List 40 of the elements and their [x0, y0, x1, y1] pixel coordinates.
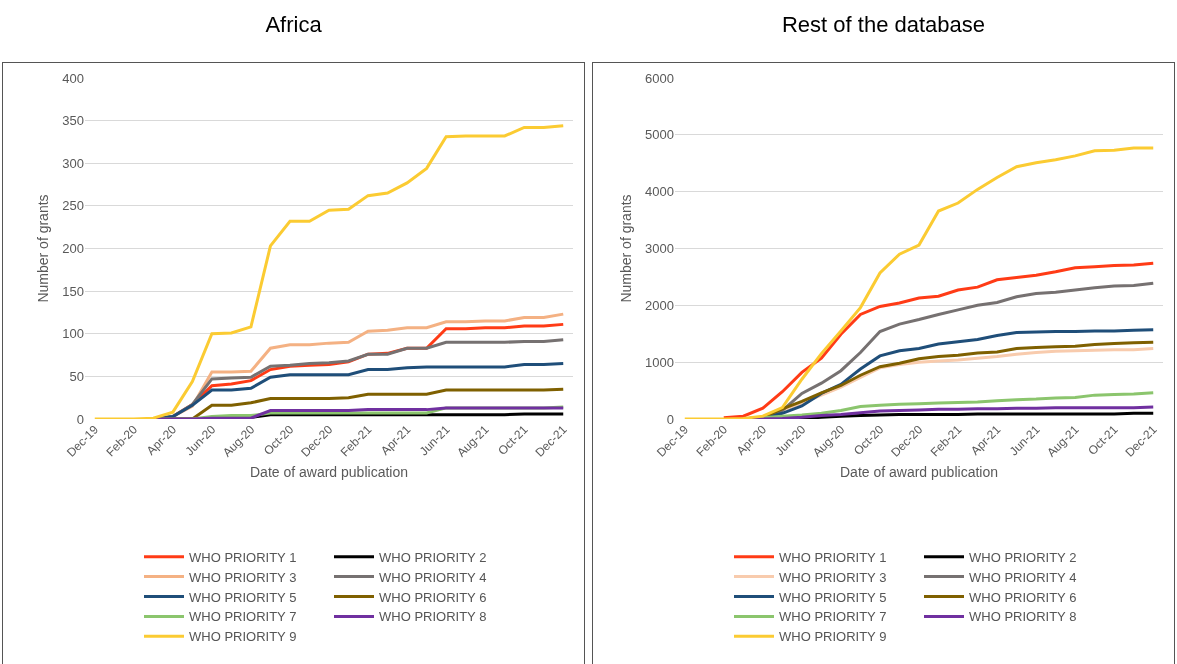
legend-label: WHO PRIORITY 2 [379, 549, 487, 565]
y-tick-label: 5000 [645, 127, 674, 143]
y-tick-label: 2000 [645, 297, 674, 313]
legend-label: WHO PRIORITY 6 [379, 589, 487, 605]
legend-label: WHO PRIORITY 1 [779, 549, 887, 565]
legend-label: WHO PRIORITY 4 [969, 569, 1077, 585]
y-tick-label: 50 [69, 368, 84, 384]
y-tick-label: 3000 [645, 241, 674, 257]
y-tick-label: 4000 [645, 184, 674, 200]
y-axis-title: Number of grants [34, 194, 51, 303]
y-tick-label: 100 [62, 326, 84, 342]
x-axis-title: Date of award publication [840, 464, 998, 481]
y-tick-label: 150 [62, 283, 84, 299]
y-tick-label: 1000 [645, 354, 674, 370]
y-tick-label: 300 [62, 155, 84, 171]
x-axis-title: Date of award publication [250, 464, 408, 481]
y-tick-label: 250 [62, 198, 84, 214]
legend-label: WHO PRIORITY 8 [969, 609, 1077, 625]
legend-label: WHO PRIORITY 3 [779, 569, 887, 585]
y-axis-title: Number of grants [617, 194, 634, 303]
chart-title: Africa [265, 12, 323, 37]
y-tick-label: 0 [666, 411, 674, 427]
y-tick-label: 400 [62, 70, 84, 86]
legend-label: WHO PRIORITY 8 [379, 609, 487, 625]
legend-label: WHO PRIORITY 7 [189, 609, 297, 625]
y-tick-label: 0 [76, 411, 84, 427]
chart-title: Rest of the database [781, 12, 986, 37]
legend-label: WHO PRIORITY 1 [189, 549, 297, 565]
legend-label: WHO PRIORITY 9 [189, 629, 297, 645]
y-tick-label: 200 [62, 241, 84, 257]
y-tick-label: 350 [62, 113, 84, 129]
legend-label: WHO PRIORITY 7 [779, 609, 887, 625]
legend-label: WHO PRIORITY 2 [969, 549, 1077, 565]
legend-label: WHO PRIORITY 3 [189, 569, 297, 585]
legend-label: WHO PRIORITY 9 [779, 629, 887, 645]
legend-label: WHO PRIORITY 4 [379, 569, 487, 585]
legend-label: WHO PRIORITY 6 [969, 589, 1077, 605]
y-tick-label: 6000 [645, 70, 674, 86]
legend-label: WHO PRIORITY 5 [779, 589, 887, 605]
legend-label: WHO PRIORITY 5 [189, 589, 297, 605]
